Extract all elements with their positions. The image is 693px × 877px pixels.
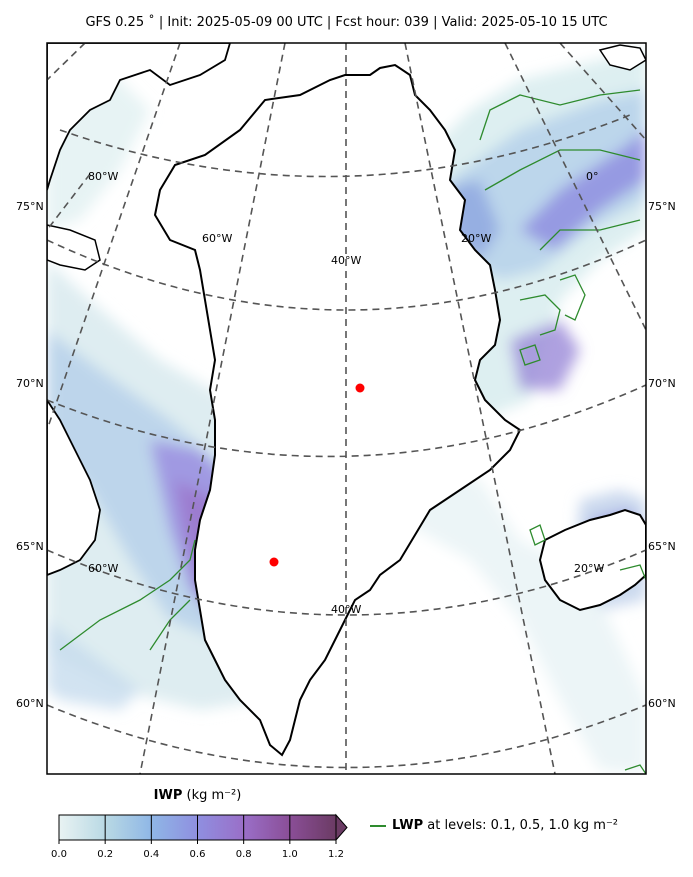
colorbar-tick-label: 0.0 (51, 849, 67, 860)
lon-label-20w-top: 20°W (461, 232, 491, 245)
canada-landmass (47, 43, 231, 191)
colorbar-tick-label: 0.4 (143, 849, 159, 860)
lat-label-75-left: 75°N (16, 200, 44, 213)
iceland-landmass (538, 508, 646, 612)
colorbar-tick-label: 1.2 (328, 849, 344, 860)
map-title: GFS 0.25 ˚ | Init: 2025-05-09 00 UTC | F… (85, 15, 608, 30)
lon-label-0: 0° (586, 170, 599, 183)
graticule (47, 43, 646, 774)
lwp-legend-line (370, 824, 386, 827)
lon-label-80w: 80°W (88, 170, 118, 183)
lat-label-70-left: 70°N (16, 377, 44, 390)
lwp-legend-text: at levels: 0.1, 0.5, 1.0 kg m⁻² (423, 818, 619, 833)
lat-label-75-right: 75°N (648, 200, 676, 213)
colorbar-extend-arrow (335, 813, 348, 842)
lat-label-60-left: 60°N (16, 697, 44, 710)
lat-label-65-right: 65°N (648, 540, 676, 553)
marker-summit (355, 383, 365, 393)
lwp-contours (59, 89, 646, 774)
marker-southwest (269, 557, 279, 567)
lat-label-65-left: 65°N (16, 540, 44, 553)
colorbar-tick-label: 0.2 (97, 849, 113, 860)
lwp-legend: LWP at levels: 0.1, 0.5, 1.0 kg m⁻² (370, 818, 618, 833)
lat-label-70-right: 70°N (648, 377, 676, 390)
map-frame (46, 42, 647, 775)
colorbar: 0.0 0.2 0.4 0.6 0.8 1.0 1.2 (51, 813, 348, 860)
colorbar-tick-label: 0.6 (190, 849, 206, 860)
colorbar-tick-label: 1.0 (282, 849, 298, 860)
lon-label-40w-top: 40°W (331, 254, 361, 267)
baffin-landmass (47, 398, 101, 576)
map-plot-area: 80°W 60°W 40°W 20°W 0° 60°W 40°W 20°W (47, 43, 646, 774)
lon-label-60w-bottom: 60°W (88, 562, 118, 575)
lon-label-20w-bottom: 20°W (574, 562, 604, 575)
lwp-legend-label: LWP (392, 818, 424, 833)
lat-label-60-right: 60°N (648, 697, 676, 710)
colorbar-title: IWP (kg m⁻²) (153, 788, 242, 803)
lon-label-60w-top: 60°W (202, 232, 232, 245)
lon-label-40w-bottom: 40°W (331, 603, 361, 616)
colorbar-tick-label: 0.8 (236, 849, 252, 860)
